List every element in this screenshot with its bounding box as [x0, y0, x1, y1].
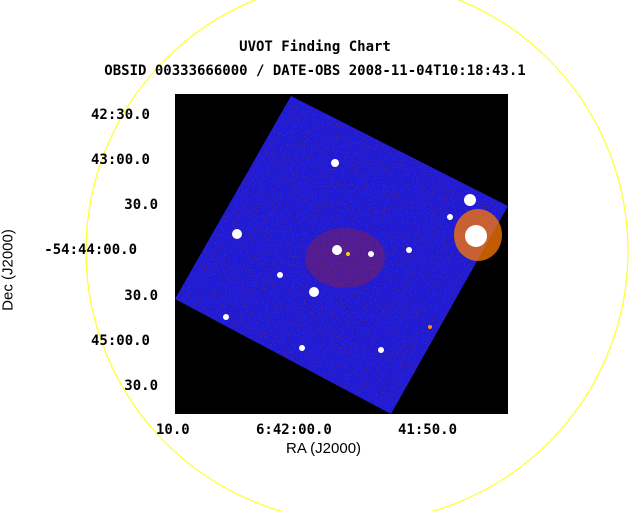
source [299, 345, 305, 351]
source [406, 247, 412, 253]
dec-tick-label: 30.0 [124, 197, 158, 213]
source [428, 325, 432, 329]
uvot-field-circle [85, 0, 629, 511]
source [331, 159, 339, 167]
source [447, 214, 453, 220]
source [332, 245, 342, 255]
dec-tick-label: 42:30.0 [90, 107, 150, 123]
sources [223, 159, 487, 353]
dec-tick-label: 30.0 [124, 378, 158, 394]
source [464, 194, 476, 206]
dec-tick-label: -54:44:00.0 [44, 242, 137, 258]
ra-tick-label: 10.0 [156, 422, 190, 438]
source [223, 314, 229, 320]
dec-tick-label: 45:00.0 [90, 333, 150, 349]
x-axis-label: RA (J2000) [286, 440, 362, 457]
ra-tick-label: 6:42:00.0 [256, 422, 332, 438]
source [465, 225, 487, 247]
source [309, 287, 319, 297]
dec-tick-label: 30.0 [124, 288, 158, 304]
diffuse-emission [305, 228, 385, 288]
chart-title: UVOT Finding Chart [239, 39, 391, 55]
source [378, 347, 384, 353]
source [346, 252, 350, 256]
source [277, 272, 283, 278]
field-noise [175, 96, 508, 414]
ra-tick-label: 41:50.0 [398, 422, 458, 438]
dec-tick-label: 43:00.0 [90, 152, 150, 168]
chart-subtitle: OBSID 00333666000 / DATE-OBS 2008-11-04T… [104, 63, 526, 79]
y-axis-label: Dec (J2000) [0, 229, 17, 311]
source [368, 251, 374, 257]
source [232, 229, 242, 239]
